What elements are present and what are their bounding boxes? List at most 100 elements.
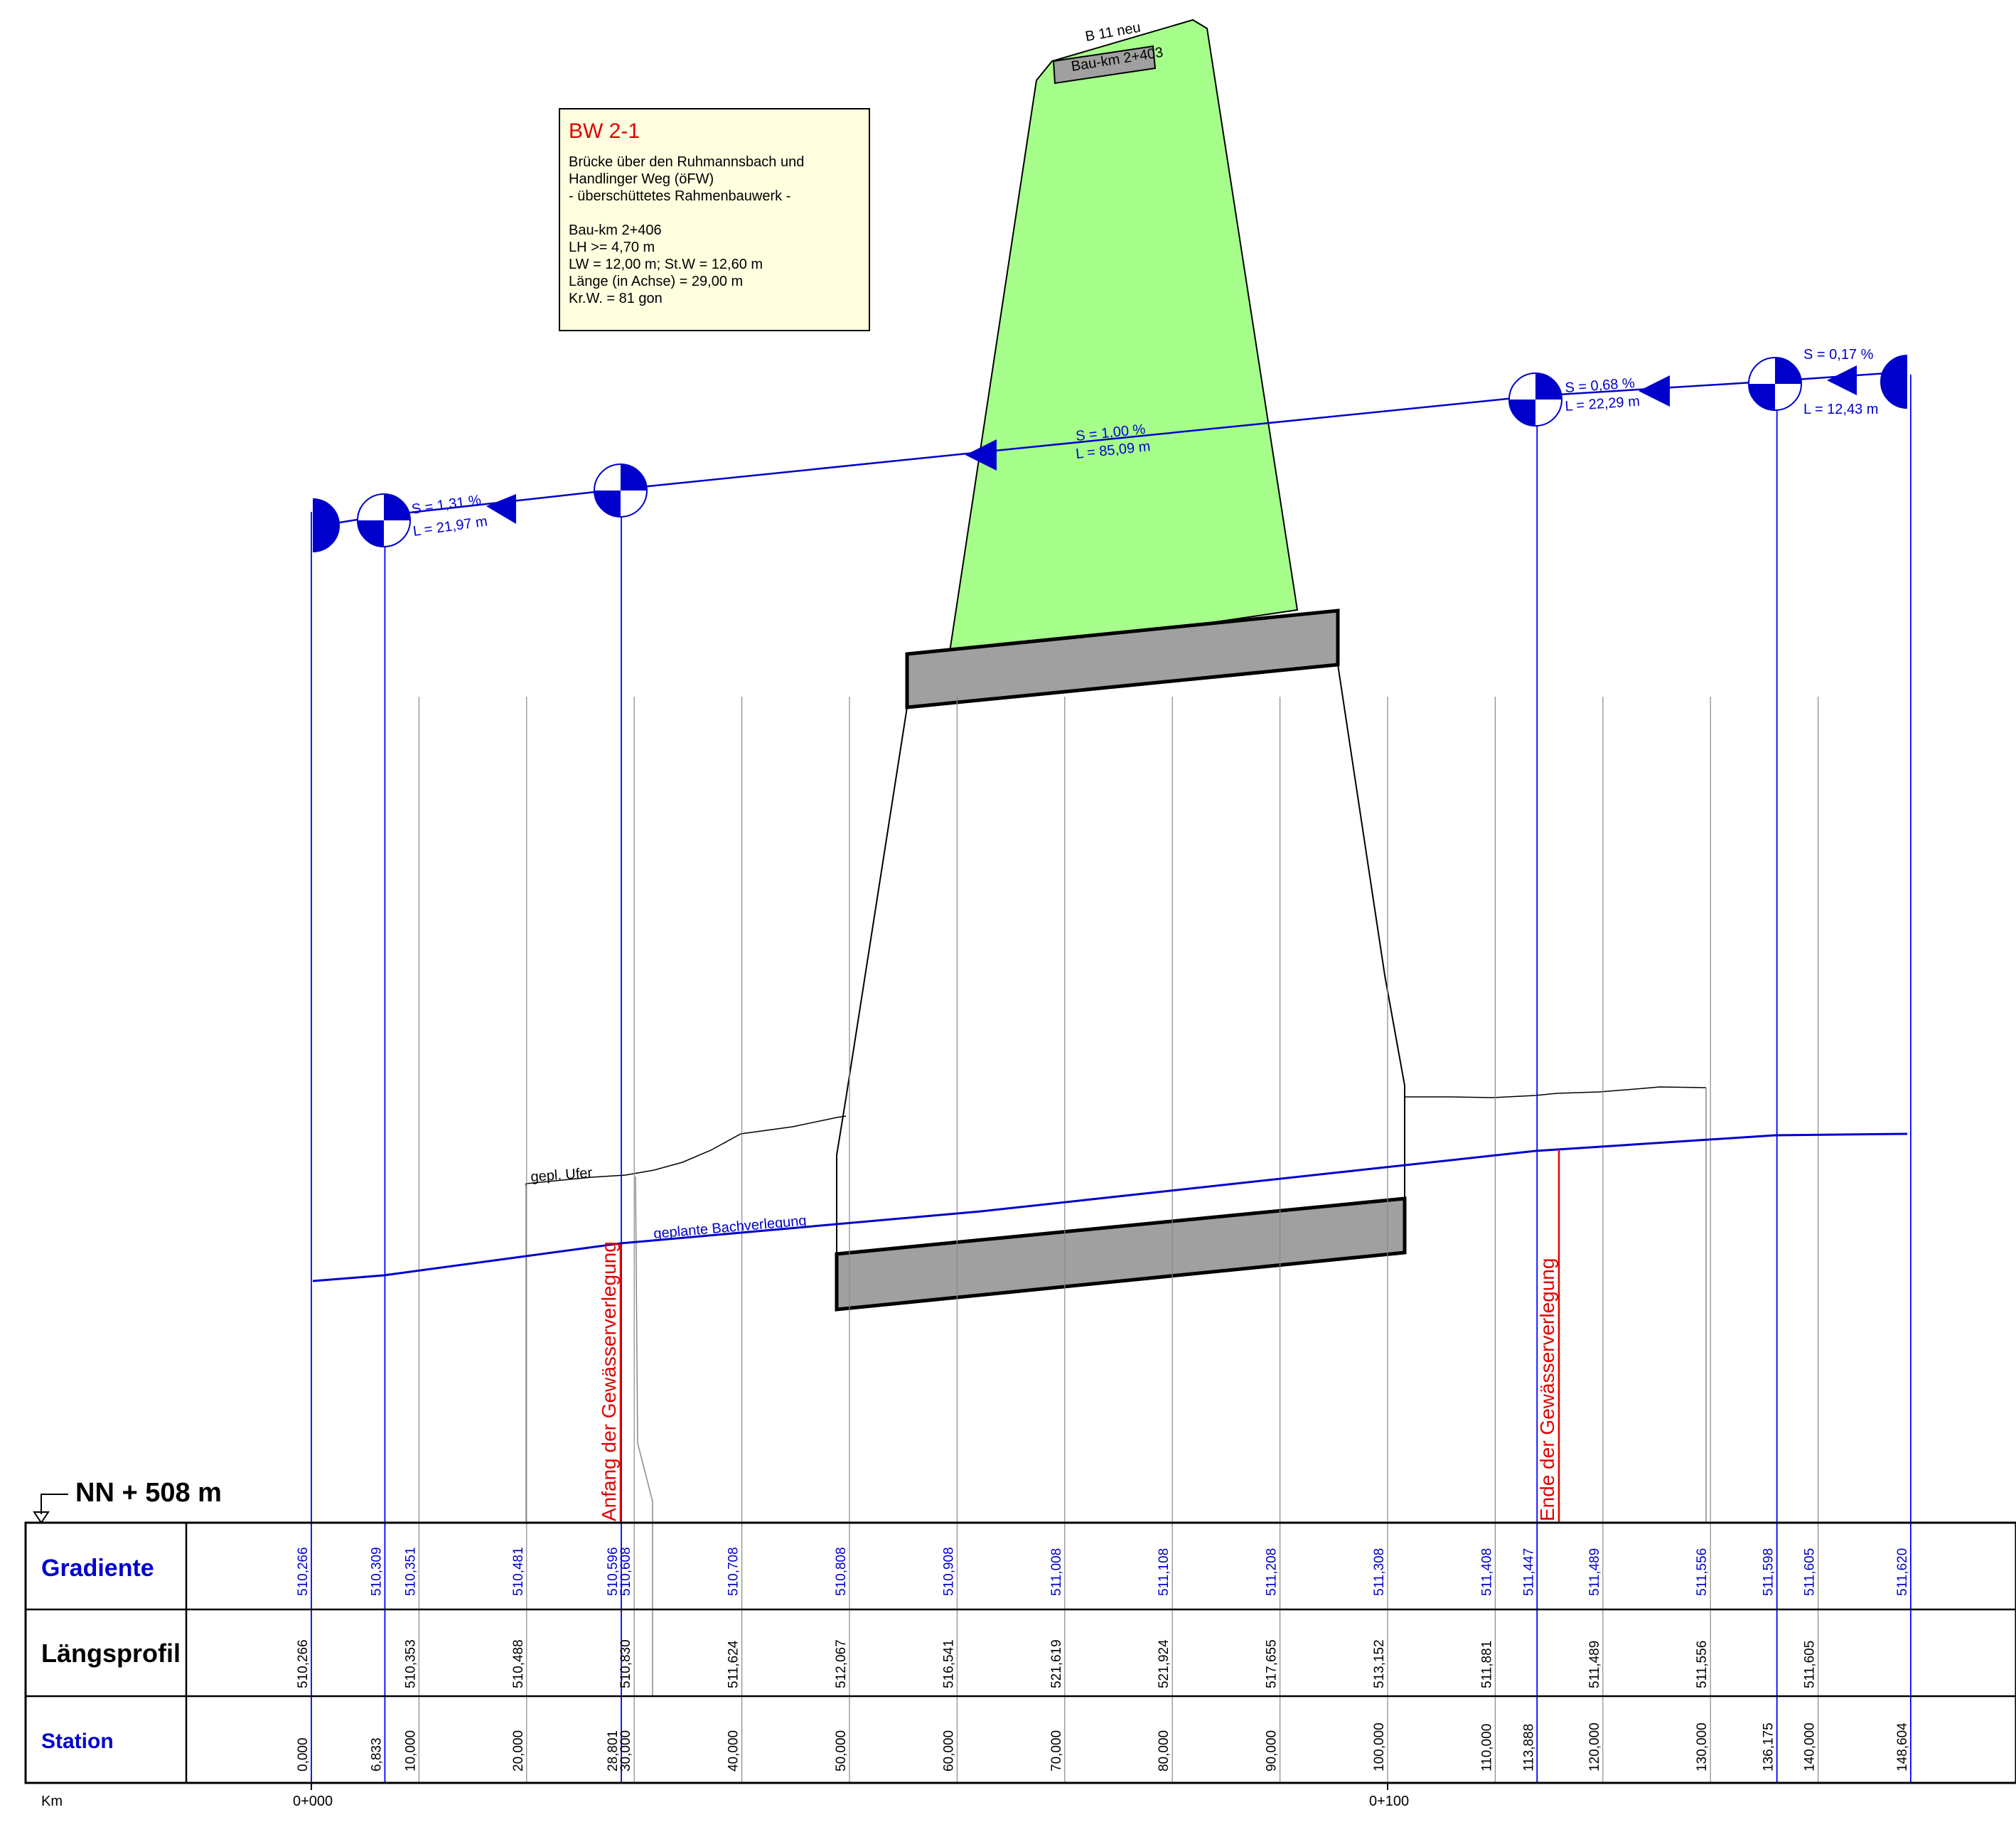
gradiente-value: 511,008 bbox=[1049, 1548, 1064, 1596]
laengsprofil-value: 521,619 bbox=[1049, 1639, 1064, 1688]
terrain-layer bbox=[525, 18, 1707, 1696]
laengsprofil-value: 511,605 bbox=[1803, 1641, 1818, 1688]
gradiente-value: 510,351 bbox=[403, 1547, 418, 1596]
laengsprofil-value: 511,881 bbox=[1479, 1641, 1494, 1688]
datum-triangle-icon bbox=[33, 1511, 50, 1524]
info-line-2: Handlinger Weg (öFW) bbox=[569, 171, 714, 187]
gradiente-value: 510,596 bbox=[606, 1547, 621, 1596]
arrow-left-icon bbox=[965, 439, 997, 471]
grade-slope-3: S = 0,68 % bbox=[1565, 375, 1636, 396]
gradiente-value: 511,489 bbox=[1587, 1548, 1602, 1596]
station-value: 80,000 bbox=[1157, 1730, 1171, 1772]
gradiente-value: 511,308 bbox=[1372, 1548, 1387, 1596]
gradiente-value: 510,708 bbox=[726, 1547, 741, 1596]
gradiente-value: 510,608 bbox=[618, 1547, 633, 1596]
datum-leader bbox=[41, 1494, 68, 1514]
laengsprofil-value: 521,924 bbox=[1157, 1639, 1171, 1688]
gradiente-value: 511,620 bbox=[1895, 1548, 1910, 1596]
gradiente-value: 510,309 bbox=[369, 1547, 384, 1596]
table-frame bbox=[24, 1521, 2016, 1784]
gradiente-value: 511,108 bbox=[1157, 1548, 1171, 1596]
ground-end-left bbox=[635, 1176, 653, 1696]
info-line-9: Kr.W. = 81 gon bbox=[569, 291, 663, 306]
station-value: 10,000 bbox=[403, 1730, 418, 1772]
info-line-4 bbox=[569, 205, 860, 222]
laengsprofil-value: 510,830 bbox=[618, 1639, 633, 1688]
station-value: 28,801 bbox=[606, 1730, 621, 1772]
station-value: 40,000 bbox=[726, 1730, 741, 1772]
laengsprofil-value: 510,488 bbox=[511, 1639, 526, 1688]
station-value: 60,000 bbox=[941, 1730, 956, 1772]
road-cap bbox=[1052, 45, 1157, 85]
station-value: 0,000 bbox=[296, 1737, 311, 1772]
creek-label: geplante Bachverlegung bbox=[653, 1213, 808, 1242]
laengsprofil-value: 517,655 bbox=[1265, 1639, 1280, 1688]
structure-info-box: BW 2-1 Brücke über den Ruhmannsbach und … bbox=[559, 108, 870, 331]
station-value: 30,000 bbox=[618, 1730, 633, 1772]
laengsprofil-value: 511,489 bbox=[1587, 1641, 1602, 1688]
vertical-curve-marker-icon bbox=[594, 463, 648, 518]
start-label: Anfang der Gewässerverlegung bbox=[598, 1241, 620, 1521]
vertical-curve-markers bbox=[312, 355, 1908, 552]
end-label: Ende der Gewässerverlegung bbox=[1536, 1258, 1558, 1521]
vertical-curve-marker-icon bbox=[1880, 355, 1908, 409]
station-value: 113,888 bbox=[1521, 1724, 1536, 1772]
bridge-bottom-slab bbox=[835, 1196, 1407, 1312]
laengsprofil-value: 516,541 bbox=[941, 1639, 956, 1688]
vertical-curve-marker-icon bbox=[1508, 373, 1562, 427]
station-value: 136,175 bbox=[1762, 1722, 1776, 1772]
gradiente-value: 511,598 bbox=[1762, 1548, 1776, 1596]
bridge-left-wall bbox=[836, 707, 908, 1254]
structure-id: BW 2-1 bbox=[569, 119, 640, 143]
arrow-left-icon bbox=[486, 494, 516, 524]
bridge-right-wall bbox=[1337, 664, 1405, 1199]
gradiente-value: 511,208 bbox=[1265, 1548, 1280, 1596]
bank-label: gepl. Ufer bbox=[530, 1165, 593, 1185]
creek-line bbox=[312, 1132, 1908, 1282]
station-value: 90,000 bbox=[1265, 1730, 1280, 1772]
info-line-8: Länge (in Achse) = 29,00 m bbox=[569, 274, 744, 289]
station-value: 70,000 bbox=[1049, 1730, 1064, 1772]
table-cells: 510,266 510,266 0,000 510,309 6,833 510,351 51… bbox=[293, 1547, 1910, 1809]
info-line-6: LH >= 4,70 m bbox=[569, 240, 655, 255]
station-value: 50,000 bbox=[834, 1730, 849, 1772]
gradiente-value: 510,481 bbox=[511, 1547, 526, 1596]
arrow-left-icon bbox=[1639, 375, 1670, 407]
station-value: 110,000 bbox=[1479, 1724, 1494, 1772]
grade-length-1: L = 21,97 m bbox=[412, 513, 488, 539]
grade-length-3: L = 22,29 m bbox=[1565, 394, 1641, 414]
bank-line-left bbox=[525, 1115, 847, 1186]
gradiente-value: 511,605 bbox=[1803, 1548, 1818, 1596]
station-value: 120,000 bbox=[1587, 1722, 1602, 1772]
km-tick-label: 0+000 bbox=[293, 1794, 333, 1809]
direction-arrows bbox=[486, 365, 1857, 524]
gradiente-value: 510,908 bbox=[941, 1547, 956, 1596]
row-label-gradiente: Gradiente bbox=[41, 1555, 154, 1582]
info-line-1: Brücke über den Ruhmannsbach und bbox=[569, 154, 805, 170]
datum: NN + 508 m bbox=[33, 1478, 222, 1524]
km-tick-label: 0+100 bbox=[1369, 1794, 1409, 1809]
info-line-3: - überschüttetes Rahmenbauwerk - bbox=[569, 188, 791, 204]
grade-slope-4: S = 0,17 % bbox=[1803, 347, 1874, 363]
vertical-curve-marker-icon bbox=[357, 493, 411, 547]
gradiente-value: 511,447 bbox=[1521, 1548, 1536, 1596]
gradiente-value: 510,808 bbox=[834, 1547, 849, 1596]
station-value: 100,000 bbox=[1372, 1722, 1387, 1772]
grade-slope-1: S = 1,31 % bbox=[411, 492, 483, 518]
laengsprofil-value: 510,353 bbox=[403, 1639, 418, 1688]
info-line-5: Bau-km 2+406 bbox=[569, 223, 662, 238]
gradiente-value: 511,408 bbox=[1479, 1548, 1494, 1596]
laengsprofil-value: 511,556 bbox=[1695, 1641, 1710, 1688]
gradiente-value: 511,556 bbox=[1695, 1548, 1710, 1596]
station-value: 20,000 bbox=[511, 1730, 526, 1772]
station-value: 6,833 bbox=[369, 1737, 384, 1772]
km-label: Km bbox=[41, 1794, 63, 1809]
laengsprofil-value: 510,266 bbox=[296, 1639, 311, 1688]
datum-label: NN + 508 m bbox=[75, 1478, 222, 1508]
road-embankment bbox=[947, 18, 1299, 663]
info-line-7: LW = 12,00 m; St.W = 12,60 m bbox=[569, 257, 763, 272]
vertical-curve-marker-icon bbox=[1748, 357, 1802, 411]
data-table: Gradiente Längsprofil Station Km 510,266… bbox=[24, 1521, 2016, 1809]
laengsprofil-value: 512,067 bbox=[834, 1639, 849, 1688]
